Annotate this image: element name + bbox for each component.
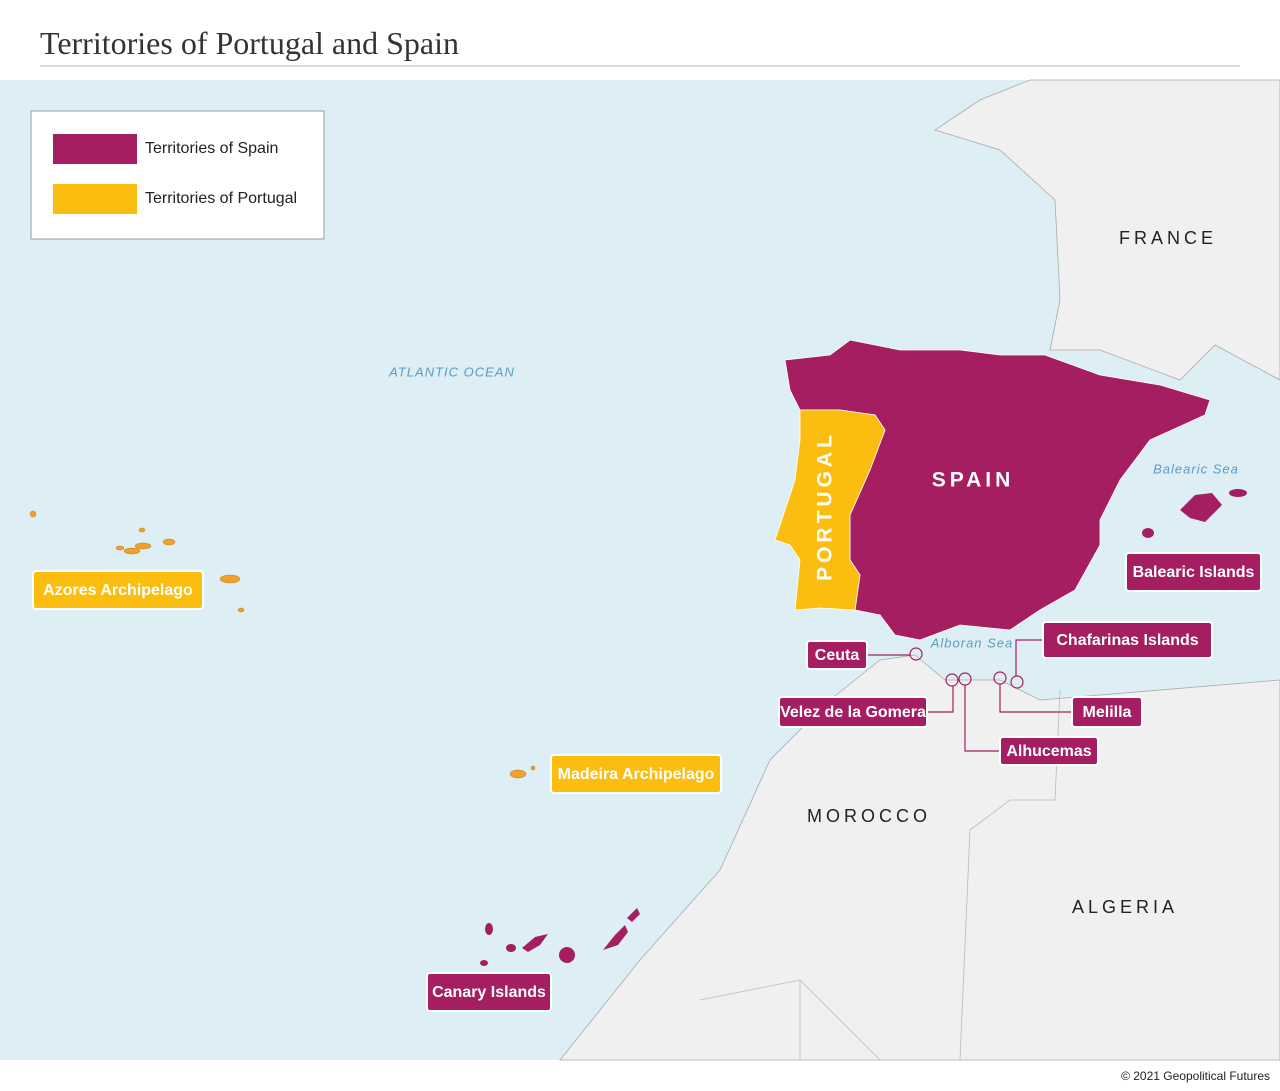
lanzarote: [627, 908, 640, 922]
legend-swatch: [53, 134, 137, 164]
azores-island: [134, 542, 152, 550]
callout-label: Balearic Islands: [1133, 564, 1255, 581]
sea-label: Balearic Sea: [1153, 461, 1239, 476]
madeira-island: [509, 769, 527, 779]
azores-island: [162, 538, 176, 546]
callout-pin: [945, 673, 959, 687]
legend-swatch: [53, 184, 137, 214]
azores-island: [123, 547, 141, 555]
sea-label: Alboran Sea: [930, 635, 1014, 650]
la-gomera: [506, 944, 516, 952]
callout-box: [1071, 696, 1143, 728]
portuguese-islands: [29, 510, 536, 779]
menorca: [1229, 489, 1247, 497]
callout-label: Madeira Archipelago: [558, 766, 715, 783]
legend: Territories of Spain Territories of Portu…: [30, 110, 325, 240]
map-labels: FRANCE ATLANTIC OCEAN SPAIN PORTUGAL Bal…: [388, 228, 1239, 917]
callout-box: [32, 570, 204, 610]
callout-label: Chafarinas Islands: [1056, 632, 1198, 649]
callout-box: [778, 696, 928, 728]
country-label: SPAIN: [932, 469, 1015, 492]
footer-credit: © 2021 Geopolitical Futures: [1121, 1069, 1270, 1083]
gran-canaria: [559, 947, 575, 963]
legend-label: Territories of Portugal: [145, 190, 297, 207]
callout-box: [1125, 552, 1262, 592]
azores-island: [138, 527, 146, 533]
callouts: Balearic Islands Azores Archipelago Ceuta C…: [32, 552, 1262, 1012]
country-label: ALGERIA: [1072, 897, 1178, 917]
tenerife: [522, 934, 548, 952]
callout-leader: [927, 686, 954, 713]
spanish-islands: [480, 489, 1247, 966]
callout-label: Azores Archipelago: [43, 582, 193, 599]
land-africa: [559, 654, 1280, 1061]
legend-box: [30, 110, 325, 240]
callout-box: [550, 754, 722, 794]
callout-label: Alhucemas: [1006, 743, 1091, 760]
sea-label: ATLANTIC OCEAN: [388, 364, 515, 379]
fuerteventura: [603, 925, 628, 950]
el-hierro: [480, 960, 488, 966]
callout-leader: [1015, 639, 1043, 676]
callout-leader: [999, 684, 1072, 713]
callout-box: [806, 640, 868, 670]
callout-leader: [964, 685, 1000, 752]
portugal-territory: [774, 409, 886, 611]
azores-island: [115, 545, 125, 551]
callout-box: [1042, 621, 1213, 659]
callout-pin: [993, 671, 1007, 685]
callout-label: Melilla: [1083, 704, 1132, 721]
azores-island: [29, 510, 37, 518]
la-palma: [485, 923, 493, 935]
callout-pin: [909, 647, 923, 661]
legend-label: Territories of Spain: [145, 140, 278, 157]
callout-label: Canary Islands: [432, 984, 546, 1001]
land-france: [934, 79, 1280, 381]
madeira-island: [530, 765, 536, 771]
title: Territories of Portugal and Spain: [40, 25, 459, 61]
callout-label: Velez de la Gomera: [780, 704, 926, 721]
country-label: MOROCCO: [807, 806, 931, 826]
callout-box: [426, 972, 552, 1012]
callout-pin: [958, 672, 972, 686]
country-label: FRANCE: [1119, 228, 1217, 248]
callout-label: Ceuta: [815, 647, 860, 664]
ibiza: [1142, 528, 1154, 538]
callout-box: [999, 736, 1099, 766]
azores-island: [219, 574, 241, 584]
mallorca: [1180, 493, 1222, 522]
azores-island: [237, 607, 245, 613]
country-label: PORTUGAL: [814, 431, 837, 581]
callout-pin: [1010, 675, 1024, 689]
